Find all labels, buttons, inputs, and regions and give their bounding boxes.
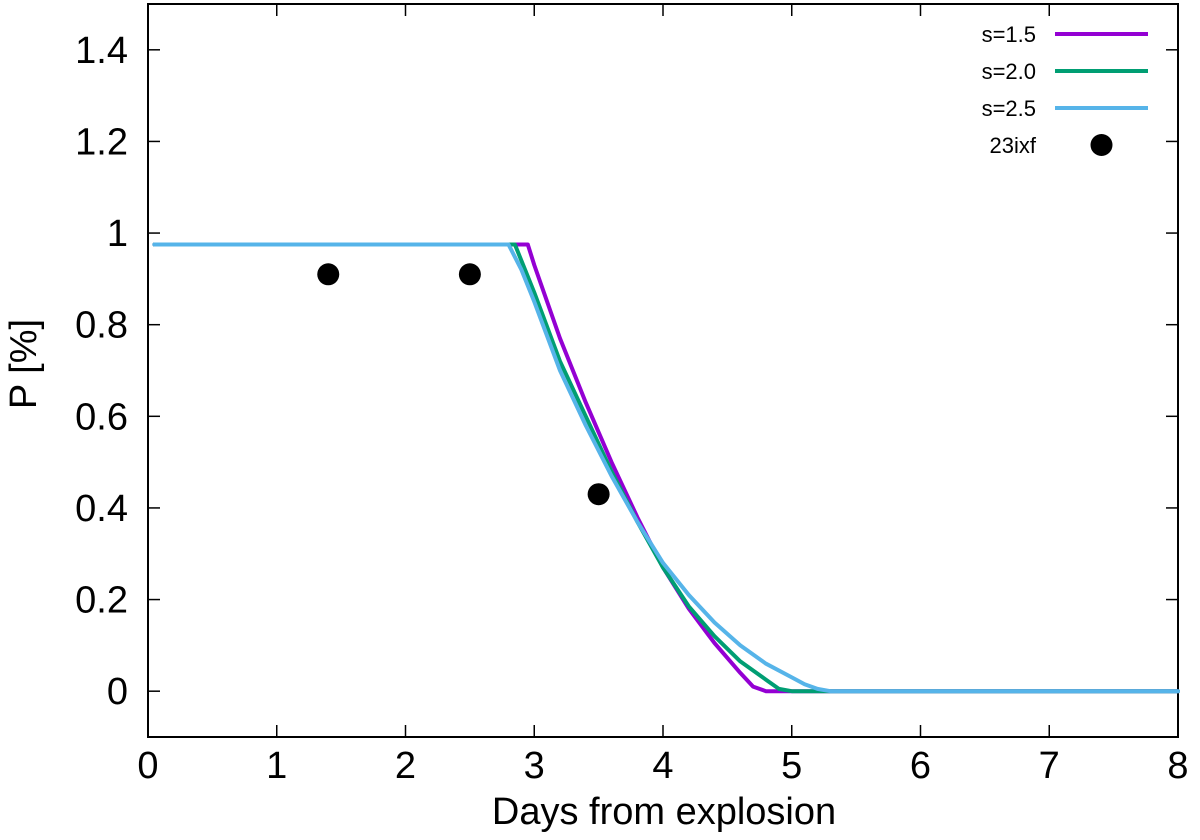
data-point-23ixf [587, 483, 610, 506]
x-tick-label: 1 [266, 745, 287, 787]
ticks-layer: 0 1 2 3 4 5 6 7 8 0 0.2 0.4 0.6 0.8 1 1.2 1.4 [75, 4, 1189, 787]
x-tick-label: 5 [781, 745, 802, 787]
legend-swatch-23ixf [1090, 134, 1113, 156]
legend-label-s-2-5: s=2.5 [982, 96, 1036, 121]
legend-label-23ixf: 23ixf [990, 133, 1037, 158]
y-tick-label: 0.8 [75, 305, 128, 347]
legend: s=1.5 s=2.0 s=2.5 23ixf [982, 22, 1148, 158]
series-line-s-2-5 [152, 242, 1180, 694]
y-tick-label: 0 [107, 671, 128, 713]
x-tick-label: 4 [652, 745, 673, 787]
series-line-s-1-5 [152, 242, 1180, 694]
x-tick-label: 3 [524, 745, 545, 787]
data-point-23ixf [317, 263, 340, 286]
series-line-s-2-0 [152, 242, 1180, 694]
y-axis-title: P [%] [3, 319, 45, 409]
y-tick-label: 1.4 [75, 30, 128, 72]
y-tick-label: 1 [107, 213, 128, 255]
x-tick-label: 8 [1167, 745, 1188, 787]
series-layer [152, 242, 1180, 694]
legend-label-s-1-5: s=1.5 [982, 22, 1036, 47]
x-tick-label: 2 [395, 745, 416, 787]
y-tick-label: 0.4 [75, 488, 128, 530]
x-tick-label: 0 [137, 745, 158, 787]
legend-label-s-2-0: s=2.0 [982, 59, 1036, 84]
data-point-23ixf [458, 263, 481, 286]
x-axis-title: Days from explosion [492, 791, 836, 833]
x-tick-label: 7 [1039, 745, 1060, 787]
y-tick-label: 0.6 [75, 396, 128, 438]
x-tick-label: 6 [910, 745, 931, 787]
y-tick-label: 0.2 [75, 580, 128, 622]
y-tick-label: 1.2 [75, 121, 128, 163]
